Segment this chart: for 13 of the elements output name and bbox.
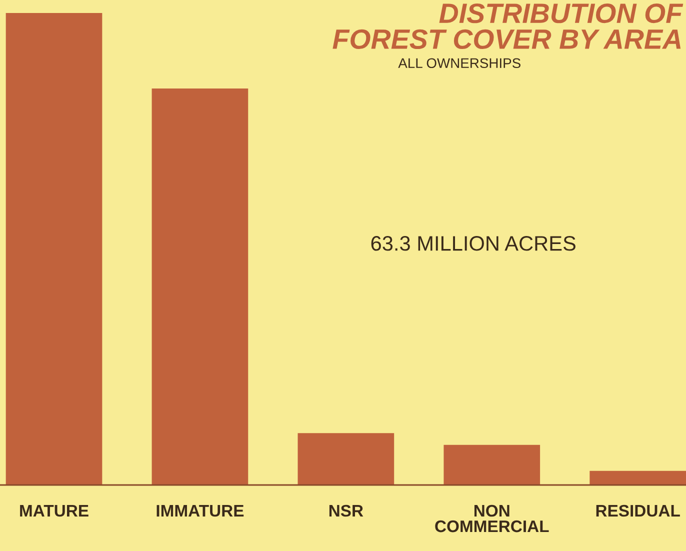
bar bbox=[6, 13, 102, 485]
x-tick-label: RESIDUAL bbox=[596, 504, 680, 517]
bar bbox=[152, 88, 248, 485]
x-tick-label: NSR bbox=[329, 504, 364, 517]
x-tick-label: MATURE bbox=[20, 505, 88, 517]
x-tick-label: NON COMMERCIAL bbox=[435, 504, 549, 532]
bar bbox=[590, 470, 686, 485]
annotation: 63.3 MILLION ACRES bbox=[371, 236, 576, 251]
x-tick-label: IMMATURE bbox=[156, 505, 244, 517]
text: ALL OWNERSHIPS bbox=[398, 58, 520, 68]
bar bbox=[298, 433, 394, 485]
bar bbox=[444, 444, 540, 485]
chart-title: DISTRIBUTION OF FOREST COVER BY AREA bbox=[332, 3, 684, 50]
